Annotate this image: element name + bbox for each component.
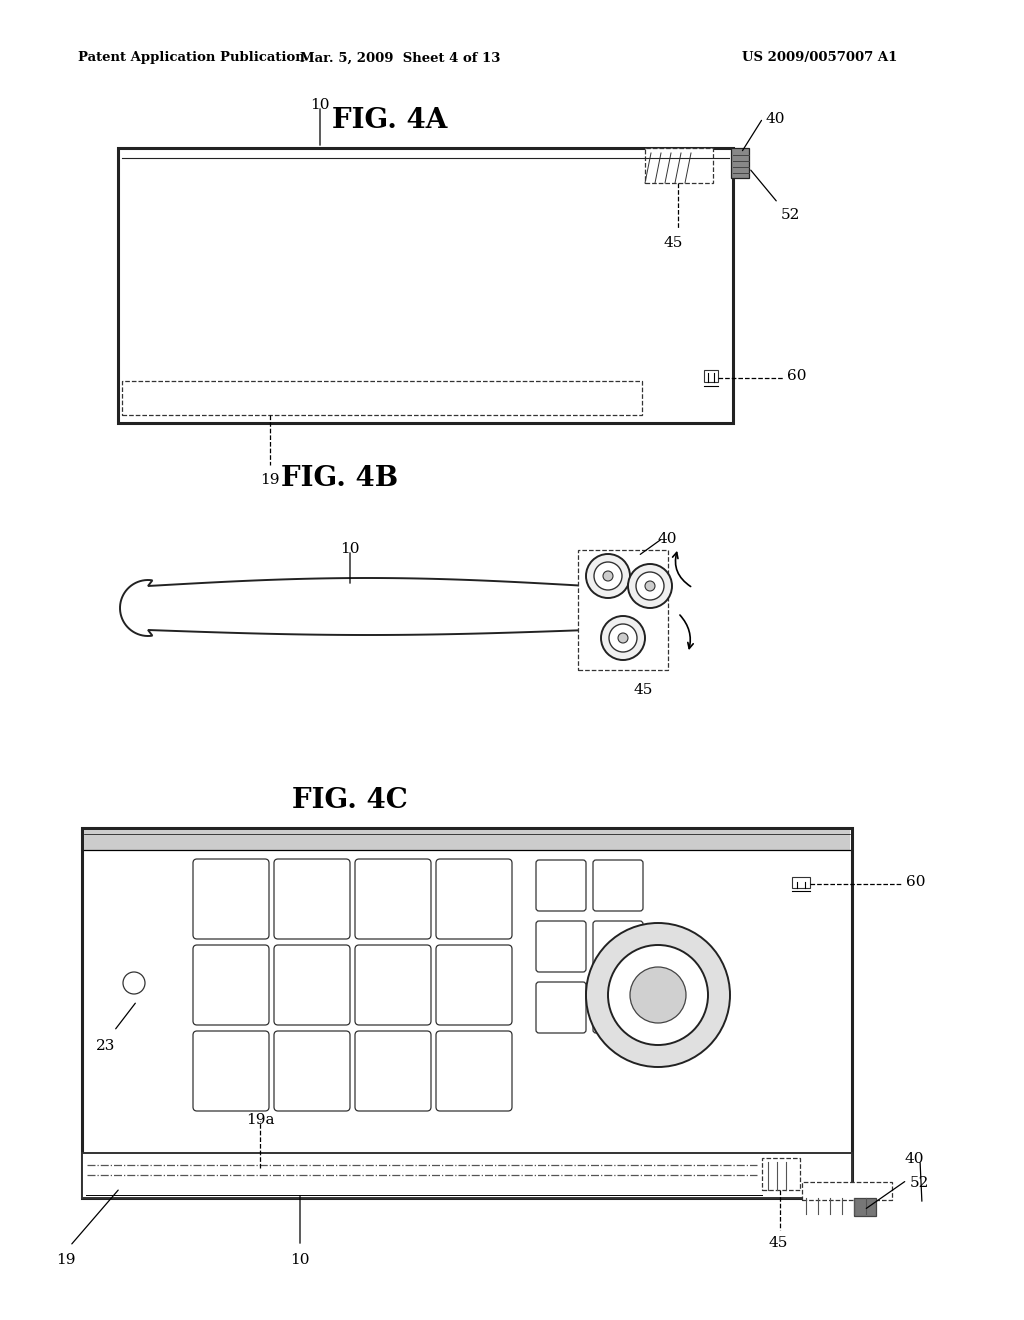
FancyBboxPatch shape: [593, 982, 643, 1034]
FancyBboxPatch shape: [274, 945, 350, 1026]
Circle shape: [601, 616, 645, 660]
Text: 10: 10: [290, 1253, 309, 1267]
Circle shape: [645, 581, 655, 591]
Bar: [792, 876, 810, 888]
Bar: [762, 1158, 800, 1191]
FancyBboxPatch shape: [274, 1031, 350, 1111]
Text: 40: 40: [904, 1152, 924, 1166]
Text: Patent Application Publication: Patent Application Publication: [78, 51, 305, 65]
Circle shape: [608, 945, 708, 1045]
FancyBboxPatch shape: [436, 945, 512, 1026]
Bar: [122, 381, 642, 414]
Circle shape: [618, 634, 628, 643]
Text: 52: 52: [781, 209, 801, 222]
Text: 19: 19: [260, 473, 280, 487]
Circle shape: [603, 572, 613, 581]
Text: 45: 45: [633, 682, 652, 697]
Circle shape: [609, 624, 637, 652]
Text: FIG. 4C: FIG. 4C: [292, 787, 408, 813]
Text: 10: 10: [340, 543, 359, 556]
FancyBboxPatch shape: [436, 859, 512, 939]
FancyBboxPatch shape: [355, 945, 431, 1026]
Bar: [84, 830, 850, 850]
Circle shape: [630, 968, 686, 1023]
Bar: [645, 148, 713, 183]
Text: FIG. 4B: FIG. 4B: [282, 465, 398, 491]
FancyBboxPatch shape: [355, 1031, 431, 1111]
Text: 45: 45: [664, 236, 683, 249]
Text: FIG. 4A: FIG. 4A: [333, 107, 447, 133]
Circle shape: [636, 572, 664, 601]
FancyBboxPatch shape: [436, 1031, 512, 1111]
Text: 19a: 19a: [246, 1113, 274, 1127]
Bar: [802, 1181, 892, 1200]
Text: 23: 23: [96, 1039, 116, 1053]
Bar: [731, 148, 749, 178]
FancyBboxPatch shape: [536, 861, 586, 911]
Text: 60: 60: [906, 875, 926, 888]
FancyBboxPatch shape: [593, 921, 643, 972]
FancyBboxPatch shape: [193, 1031, 269, 1111]
Text: 52: 52: [910, 1176, 930, 1191]
Text: 40: 40: [766, 112, 785, 125]
Circle shape: [628, 564, 672, 609]
Text: 10: 10: [310, 98, 330, 112]
Bar: [705, 370, 718, 381]
FancyBboxPatch shape: [193, 859, 269, 939]
Circle shape: [586, 923, 730, 1067]
Text: US 2009/0057007 A1: US 2009/0057007 A1: [742, 51, 898, 65]
Bar: [82, 1152, 852, 1199]
Bar: [82, 828, 852, 1199]
Circle shape: [123, 972, 145, 994]
Bar: [578, 550, 668, 671]
Text: 40: 40: [658, 532, 678, 546]
FancyBboxPatch shape: [536, 982, 586, 1034]
FancyBboxPatch shape: [355, 859, 431, 939]
FancyBboxPatch shape: [193, 945, 269, 1026]
Polygon shape: [120, 578, 588, 636]
FancyBboxPatch shape: [274, 859, 350, 939]
Text: 45: 45: [768, 1236, 787, 1250]
Circle shape: [586, 554, 630, 598]
Text: Mar. 5, 2009  Sheet 4 of 13: Mar. 5, 2009 Sheet 4 of 13: [300, 51, 500, 65]
Text: 19: 19: [56, 1253, 76, 1267]
FancyBboxPatch shape: [593, 861, 643, 911]
Bar: [118, 148, 733, 422]
Bar: [854, 1199, 876, 1216]
Circle shape: [594, 562, 622, 590]
Text: 60: 60: [787, 370, 807, 383]
FancyBboxPatch shape: [536, 921, 586, 972]
